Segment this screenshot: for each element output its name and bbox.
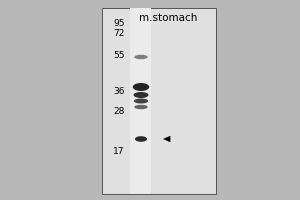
- Ellipse shape: [134, 98, 148, 104]
- Text: 55: 55: [113, 50, 124, 60]
- Ellipse shape: [135, 136, 147, 142]
- Ellipse shape: [133, 83, 149, 91]
- Bar: [130, 8, 152, 194]
- Ellipse shape: [134, 55, 148, 59]
- Polygon shape: [164, 136, 170, 142]
- Text: 95: 95: [113, 19, 124, 27]
- Ellipse shape: [134, 92, 148, 98]
- Text: 36: 36: [113, 86, 124, 96]
- Text: 72: 72: [113, 28, 124, 38]
- Text: m.stomach: m.stomach: [139, 13, 197, 23]
- Bar: [102, 8, 216, 194]
- Ellipse shape: [134, 105, 148, 109]
- Text: 28: 28: [113, 107, 124, 116]
- Text: 17: 17: [113, 148, 124, 156]
